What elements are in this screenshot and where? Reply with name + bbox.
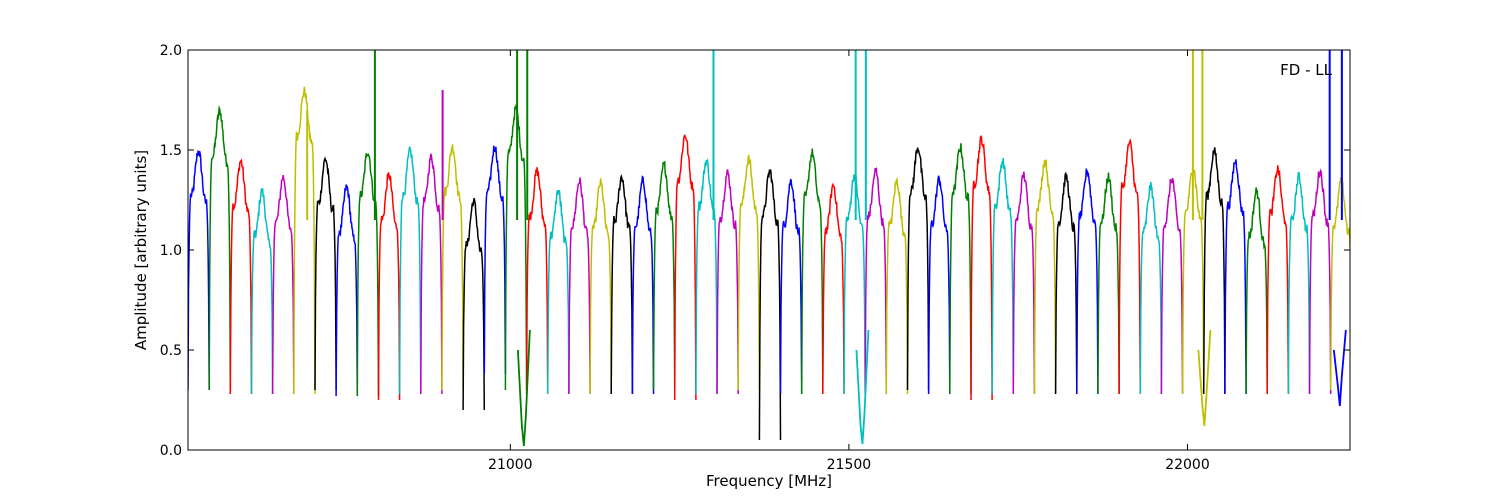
band-line	[1308, 168, 1332, 395]
band-line	[1245, 187, 1268, 395]
band-line	[885, 177, 909, 395]
band-line	[483, 145, 507, 375]
band-line	[271, 174, 295, 395]
band-line	[293, 86, 316, 395]
band-line	[1118, 138, 1142, 395]
dip-line	[1332, 329, 1347, 407]
plot-background	[188, 50, 1350, 450]
band-line	[546, 190, 570, 395]
band-line	[758, 169, 782, 441]
band-line	[462, 197, 486, 411]
band-line	[1076, 168, 1099, 395]
band-line	[398, 146, 422, 395]
band-line	[779, 178, 803, 395]
y-tick-label: 1.5	[160, 143, 182, 159]
band-line	[652, 160, 676, 391]
dip-line	[516, 329, 531, 447]
band-line	[631, 175, 655, 395]
y-tick-label: 2.0	[160, 43, 182, 59]
panel-annotation: FD - LL	[1280, 61, 1332, 79]
band-line	[716, 169, 739, 395]
band-line	[864, 166, 888, 395]
y-axis: 0.0 0.5 1.0 1.5 2.0	[160, 43, 1350, 459]
band-line	[1202, 147, 1226, 395]
band-line	[188, 150, 210, 391]
band-line	[525, 167, 549, 395]
x-axis: 21000 21500 22000	[488, 50, 1210, 473]
dip-line	[855, 329, 870, 445]
band-line	[1139, 182, 1163, 395]
dip-line	[1197, 329, 1212, 427]
band-line	[1160, 177, 1184, 395]
series-layer	[188, 50, 1350, 447]
band-line	[229, 158, 253, 395]
band-line	[1012, 171, 1036, 395]
band-line	[335, 184, 359, 397]
band-line	[822, 182, 845, 395]
x-tick-label: 21000	[488, 457, 533, 473]
band-line	[927, 175, 951, 395]
band-line	[1224, 159, 1247, 395]
x-axis-title: Frequency [MHz]	[706, 472, 832, 490]
x-tick-label: 21500	[827, 457, 872, 473]
band-line	[504, 104, 528, 391]
band-line	[441, 144, 464, 391]
band-line	[589, 178, 612, 395]
band-line	[420, 153, 443, 395]
band-line	[568, 177, 591, 395]
band-line	[800, 148, 824, 395]
band-line	[906, 147, 930, 391]
band-line	[737, 154, 761, 391]
band-line	[1033, 159, 1057, 395]
band-line	[377, 172, 401, 401]
band-line	[1287, 171, 1311, 395]
band-line	[1097, 172, 1120, 395]
band-line	[250, 188, 274, 395]
y-tick-label: 0.5	[160, 343, 182, 359]
band-line	[949, 143, 972, 395]
x-tick-label: 22000	[1165, 457, 1210, 473]
y-tick-label: 1.0	[160, 243, 182, 259]
band-line	[1266, 165, 1290, 395]
band-line	[843, 171, 866, 395]
band-line	[208, 105, 232, 391]
band-line	[673, 134, 697, 401]
band-line	[991, 158, 1015, 395]
band-line	[314, 156, 337, 391]
y-tick-label: 0.0	[160, 443, 182, 459]
band-line	[970, 135, 993, 401]
band-line	[610, 174, 634, 395]
band-line	[1054, 172, 1078, 395]
y-axis-title: Amplitude [arbitrary units]	[132, 150, 150, 350]
